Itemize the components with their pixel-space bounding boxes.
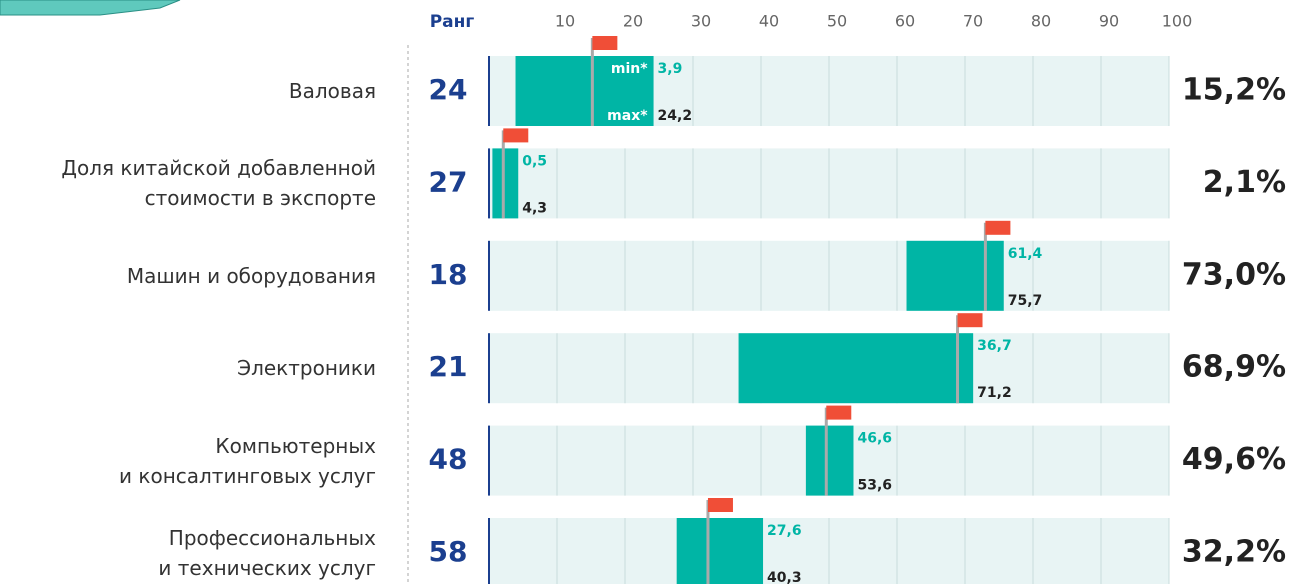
range-bar bbox=[906, 240, 1004, 311]
min-caption: min* bbox=[611, 61, 648, 77]
min-label: 46,6 bbox=[857, 431, 892, 447]
x-tick-label: 70 bbox=[963, 12, 983, 31]
rank-header: Ранг bbox=[430, 12, 475, 32]
max-caption: max* bbox=[607, 108, 648, 124]
category-label: Доля китайской добавленной стоимости в э… bbox=[61, 156, 376, 211]
flag bbox=[957, 313, 983, 328]
range-bar bbox=[676, 518, 764, 584]
category-label: Компьютерных и консалтинговых услуг bbox=[119, 433, 376, 488]
min-label: 61,4 bbox=[1008, 246, 1043, 262]
max-label: 4,3 bbox=[522, 200, 547, 216]
category-label: Электроники bbox=[237, 356, 376, 381]
rank: 21 bbox=[429, 350, 468, 383]
category-label: Валовая bbox=[288, 79, 376, 103]
value-label: 68,9% bbox=[1182, 350, 1286, 385]
max-label: 75,7 bbox=[1008, 293, 1043, 309]
max-label: 53,6 bbox=[857, 478, 892, 494]
x-tick-label: 80 bbox=[1031, 12, 1051, 31]
flag bbox=[707, 498, 733, 512]
min-label: 27,6 bbox=[767, 523, 802, 539]
min-label: 0,5 bbox=[522, 153, 547, 169]
value-label: 15,2% bbox=[1182, 73, 1286, 108]
max-label: 24,2 bbox=[658, 108, 693, 124]
range-bar bbox=[492, 148, 519, 219]
x-tick-label: 30 bbox=[691, 12, 711, 31]
flag bbox=[503, 128, 529, 143]
rank: 24 bbox=[429, 73, 468, 106]
flag bbox=[985, 220, 1011, 235]
max-label: 40,3 bbox=[767, 570, 802, 584]
flag bbox=[592, 36, 618, 50]
value-label: 49,6% bbox=[1182, 442, 1286, 477]
flag bbox=[826, 405, 852, 420]
value-label: 2,1% bbox=[1203, 165, 1286, 200]
x-tick-label: 20 bbox=[623, 12, 643, 31]
value-label: 73,0% bbox=[1182, 257, 1286, 292]
x-tick-label: 100 bbox=[1162, 12, 1193, 31]
range-bar bbox=[805, 425, 854, 496]
range-bar bbox=[738, 333, 974, 404]
min-label: 3,9 bbox=[658, 61, 683, 77]
category-label: Машин и оборудования bbox=[126, 263, 376, 288]
x-tick-label: 50 bbox=[827, 12, 847, 31]
rank: 48 bbox=[429, 443, 468, 476]
x-tick-label: 10 bbox=[555, 12, 575, 31]
min-label: 36,7 bbox=[977, 338, 1012, 354]
x-tick-label: 40 bbox=[759, 12, 779, 31]
rank: 58 bbox=[429, 535, 468, 568]
x-tick-label: 90 bbox=[1099, 12, 1119, 31]
category-label: Профессиональных и технических услуг bbox=[158, 526, 376, 580]
decor-arrow bbox=[0, 0, 181, 16]
max-label: 71,2 bbox=[977, 385, 1012, 401]
x-tick-label: 60 bbox=[895, 12, 915, 31]
range-bar bbox=[515, 56, 654, 126]
rank: 27 bbox=[429, 165, 468, 198]
rank: 18 bbox=[429, 258, 468, 291]
value-label: 32,2% bbox=[1182, 535, 1286, 570]
